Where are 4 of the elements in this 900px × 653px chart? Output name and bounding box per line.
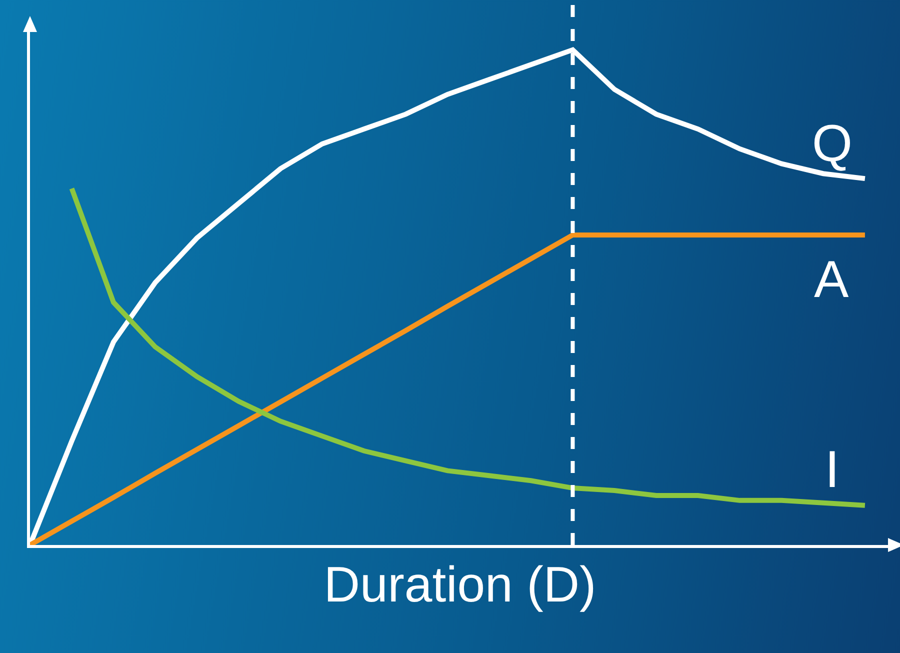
series-label: A (814, 251, 849, 309)
series-label: Q (812, 115, 852, 173)
x-axis-title: Duration (D) (324, 556, 596, 612)
series-label: I (825, 441, 840, 499)
